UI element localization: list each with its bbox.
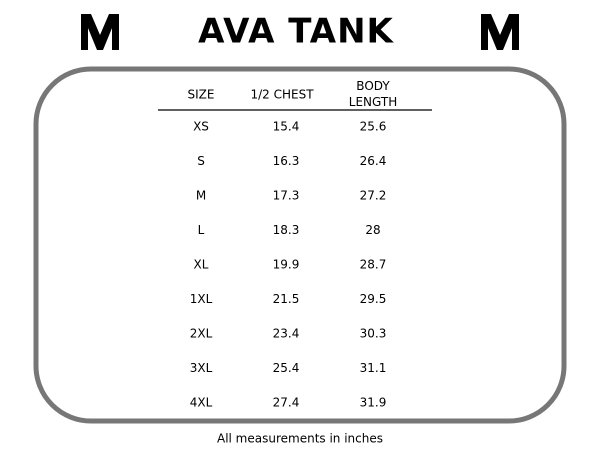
measure-cell: 16.3 — [273, 154, 300, 168]
measure-cell: 27.2 — [360, 189, 387, 203]
title: AVA TANK — [198, 12, 394, 52]
size-cell: 1XL — [190, 292, 213, 306]
footnote: All measurements in inches — [217, 432, 383, 446]
measure-cell: 31.9 — [360, 396, 387, 410]
size-cell: M — [196, 189, 206, 203]
measure-cell: 23.4 — [273, 327, 300, 341]
size-cell: 2XL — [190, 327, 213, 341]
measure-cell: 28.7 — [360, 258, 387, 272]
measure-cell: 18.3 — [273, 223, 300, 237]
measure-cell: 30.3 — [360, 327, 387, 341]
measure-cell: 27.4 — [273, 396, 300, 410]
size-cell: XS — [193, 120, 209, 134]
measure-cell: 25.6 — [360, 120, 387, 134]
measure-cell: 25.4 — [273, 361, 300, 375]
measure-cell: 29.5 — [360, 292, 387, 306]
measure-cell: 15.4 — [273, 120, 300, 134]
measure-cell: 26.4 — [360, 154, 387, 168]
frame — [33, 66, 567, 424]
size-cell: XL — [194, 258, 209, 272]
size-cell: 4XL — [190, 396, 213, 410]
measure-cell: 21.5 — [273, 292, 300, 306]
column-header: BODY LENGTH — [349, 79, 397, 109]
size-cell: L — [198, 223, 205, 237]
size-cell: 3XL — [190, 361, 213, 375]
column-header: SIZE — [188, 88, 215, 102]
measure-cell: 28 — [365, 223, 380, 237]
measure-cell: 19.9 — [273, 258, 300, 272]
measure-cell: 31.1 — [360, 361, 387, 375]
measure-cell: 17.3 — [273, 189, 300, 203]
size-cell: S — [197, 154, 205, 168]
logo-left — [81, 14, 119, 50]
column-header: 1/2 CHEST — [250, 88, 314, 102]
logo-right — [481, 14, 519, 50]
